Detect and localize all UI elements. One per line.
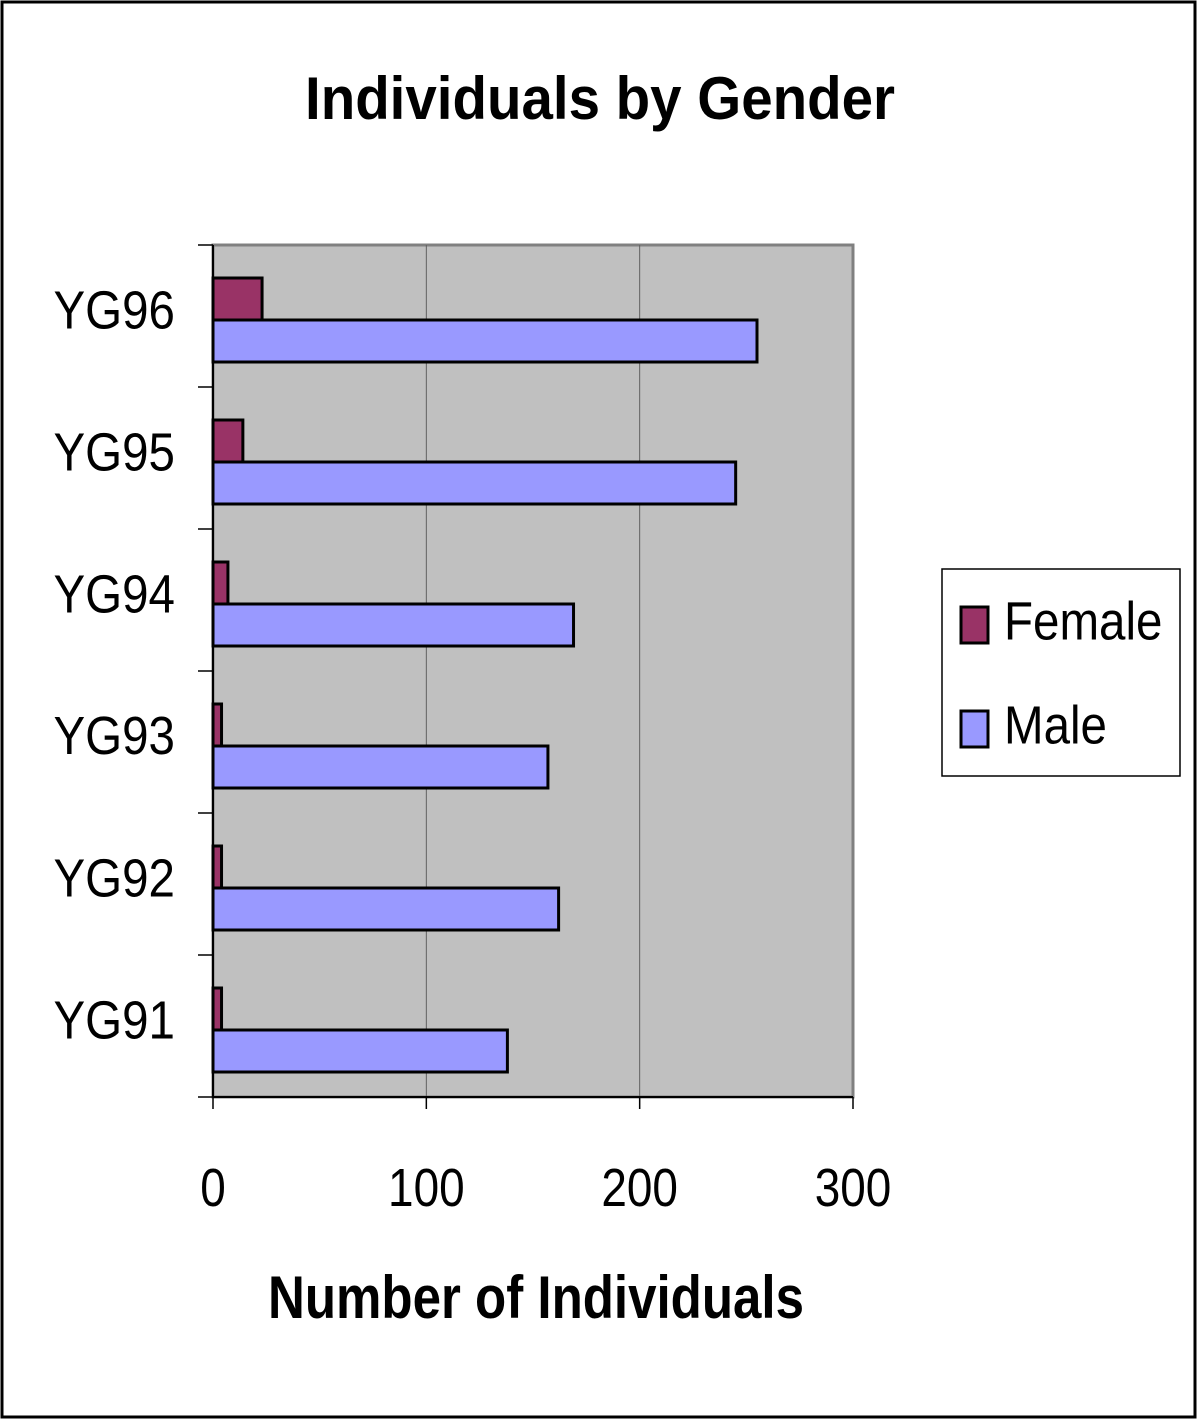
- y-tick-label: YG96: [53, 279, 175, 340]
- x-axis-label: Number of Individuals: [268, 1264, 804, 1331]
- y-tick-label: YG95: [53, 421, 175, 482]
- y-tick-label: YG94: [53, 563, 175, 624]
- bar: [211, 1028, 509, 1074]
- legend-swatch: [959, 709, 990, 749]
- bar: [211, 318, 759, 364]
- bar: [211, 702, 224, 748]
- bar: [211, 602, 576, 648]
- legend-label: Female: [1004, 590, 1162, 651]
- y-tick-label: YG91: [53, 989, 175, 1050]
- x-tick-label: 300: [815, 1158, 892, 1218]
- x-tick-label: 100: [388, 1158, 465, 1218]
- legend-swatch: [959, 605, 990, 645]
- bar: [211, 886, 561, 932]
- bar: [211, 986, 224, 1032]
- bar: [211, 276, 264, 322]
- legend-label: Male: [1004, 694, 1107, 755]
- bar: [211, 560, 230, 606]
- bar: [211, 744, 550, 790]
- bar: [211, 460, 738, 506]
- plot-area: [211, 243, 855, 1099]
- bar: [211, 844, 224, 890]
- y-tick-label: YG92: [53, 847, 175, 908]
- x-tick-label: 200: [601, 1158, 678, 1218]
- bar: [211, 418, 245, 464]
- y-tick-label: YG93: [53, 705, 175, 766]
- chart-title: Individuals by Gender: [305, 65, 895, 132]
- x-tick-label: 0: [200, 1158, 226, 1218]
